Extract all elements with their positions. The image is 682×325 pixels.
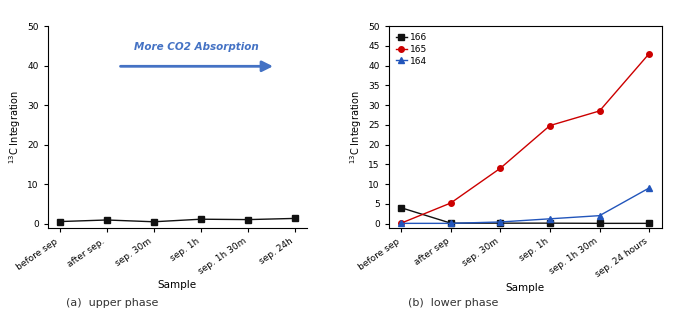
- Y-axis label: $^{13}$C Integration: $^{13}$C Integration: [8, 90, 23, 164]
- 166: [546, 221, 554, 225]
- 165: [645, 52, 653, 56]
- 164: [397, 221, 405, 225]
- 166: [447, 221, 455, 225]
- 166: [595, 221, 604, 225]
- 165: [595, 109, 604, 113]
- 164: [546, 217, 554, 221]
- Text: (b)  lower phase: (b) lower phase: [409, 297, 499, 307]
- 165: [496, 166, 505, 170]
- Y-axis label: $^{13}$C Integration: $^{13}$C Integration: [349, 90, 364, 164]
- X-axis label: Sample: Sample: [158, 280, 197, 291]
- 165: [546, 124, 554, 127]
- Line: 165: 165: [398, 51, 652, 226]
- X-axis label: Sample: Sample: [505, 283, 545, 293]
- 164: [496, 220, 505, 224]
- Text: (a)  upper phase: (a) upper phase: [66, 297, 159, 307]
- Line: 166: 166: [398, 205, 652, 226]
- 164: [447, 221, 455, 225]
- 165: [397, 221, 405, 225]
- 166: [496, 221, 505, 225]
- Legend: 166, 165, 164: 166, 165, 164: [394, 31, 430, 68]
- Text: More CO2 Absorption: More CO2 Absorption: [134, 42, 259, 52]
- Line: 164: 164: [398, 185, 652, 226]
- 166: [645, 221, 653, 225]
- 164: [595, 214, 604, 218]
- 165: [447, 201, 455, 205]
- 164: [645, 186, 653, 190]
- 166: [397, 206, 405, 210]
